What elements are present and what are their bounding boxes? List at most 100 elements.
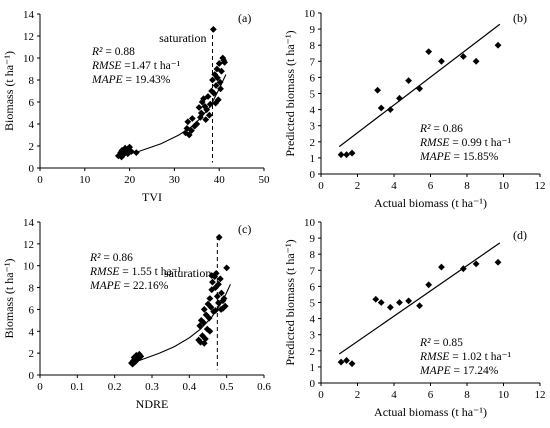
data-point: [204, 300, 212, 308]
y-tick-label: 6: [29, 97, 35, 109]
data-point: [405, 297, 412, 305]
data-point: [191, 122, 198, 130]
data-point: [438, 57, 445, 65]
data-point: [343, 357, 350, 364]
x-axis-label: Actual biomass (t ha⁻¹): [374, 405, 487, 419]
chart-panel-c: 0 0.1 0.2 0.3 0.4 0.5 0.6 0 2 4 6 8 10 12 14 NDRE Biomas…: [2, 217, 271, 411]
data-point: [118, 153, 125, 161]
stat-name: R²: [91, 46, 103, 58]
data-point: [416, 85, 423, 93]
y-tick-label: 4: [29, 326, 35, 338]
y-tick-label: 4: [310, 105, 316, 117]
data-point: [206, 295, 214, 302]
data-point: [188, 127, 195, 134]
x-tick-label: 0.5: [220, 381, 234, 393]
fit-curve: [129, 284, 231, 365]
data-point: [472, 260, 480, 268]
data-point: [212, 82, 220, 89]
y-axis-label: Biomass (t ha⁻¹): [2, 259, 16, 339]
y-tick-label: 6: [310, 281, 316, 293]
data-point: [209, 278, 216, 286]
y-tick-label: 3: [310, 121, 316, 133]
stat-line: MAPE = 19.43%: [91, 74, 171, 86]
data-point: [472, 57, 480, 65]
data-point: [206, 327, 214, 335]
y-tick-label: 8: [29, 75, 35, 87]
x-tick-label: 2: [355, 180, 361, 192]
data-point: [210, 89, 218, 97]
stat-value: = 0.99 t ha⁻¹: [449, 137, 511, 149]
data-point: [183, 125, 191, 132]
x-tick-label: 0.6: [257, 381, 271, 393]
x-axis-label: Actual biomass (t ha⁻¹): [374, 196, 487, 210]
stat-name: MAPE: [419, 151, 451, 163]
panel-label: (d): [513, 228, 527, 242]
stat-value: = 1.55 t ha⁻¹: [119, 266, 181, 278]
stat-name: RMSE: [91, 60, 121, 72]
stat-line: R² = 0.88: [91, 46, 135, 58]
y-tick-label: 8: [310, 40, 316, 52]
y-tick-label: 8: [310, 249, 316, 261]
stat-value: = 0.86: [100, 252, 133, 264]
y-tick-label: 10: [304, 217, 316, 229]
data-point: [200, 306, 208, 313]
stat-line: RMSE = 1.55 t ha⁻¹: [89, 266, 182, 278]
y-tick-label: 0: [29, 370, 35, 382]
panel-label: (c): [238, 222, 251, 236]
data-point: [200, 339, 208, 347]
y-tick-label: 14: [23, 217, 35, 229]
panel-label: (b): [513, 11, 527, 25]
data-point: [118, 147, 126, 154]
stat-line: RMSE =1.47 t ha⁻¹: [91, 60, 181, 72]
data-point: [218, 289, 225, 297]
stat-name: R²: [89, 252, 101, 264]
data-point: [337, 358, 345, 366]
y-tick-label: 6: [29, 304, 35, 316]
x-tick-label: 2: [355, 389, 361, 401]
x-tick-label: 0.2: [108, 381, 122, 393]
data-point: [213, 292, 221, 300]
saturation-annotation: saturation: [164, 266, 211, 280]
y-tick-label: 1: [310, 362, 316, 374]
stat-line: MAPE = 22.16%: [89, 280, 169, 292]
y-tick-label: 0: [310, 378, 316, 390]
stat-value: = 0.86: [430, 123, 463, 135]
data-point: [198, 98, 206, 106]
data-point: [221, 59, 228, 66]
x-axis-label: TVI: [142, 190, 162, 204]
data-point: [494, 258, 502, 266]
data-point: [209, 26, 217, 33]
data-point: [348, 149, 356, 157]
y-tick-label: 2: [310, 346, 316, 358]
data-point: [348, 360, 356, 368]
stat-name: MAPE: [89, 280, 121, 292]
data-point: [209, 76, 216, 84]
stat-line: RMSE = 0.99 t ha⁻¹: [419, 137, 512, 149]
data-point: [459, 53, 467, 60]
y-tick-label: 8: [29, 283, 35, 295]
y-tick-label: 12: [23, 31, 34, 43]
data-point: [372, 295, 380, 303]
y-tick-label: 10: [23, 53, 35, 65]
x-tick-label: 40: [214, 174, 226, 186]
data-point: [135, 350, 143, 358]
x-tick-label: 0: [37, 381, 43, 393]
y-axis-label: Predicted biomass (t ha⁻¹): [283, 30, 297, 156]
x-tick-label: 6: [428, 180, 434, 192]
y-tick-label: 7: [310, 56, 316, 68]
stat-value: = 1.02 t ha⁻¹: [449, 351, 511, 363]
data-point: [203, 106, 211, 114]
data-point: [202, 116, 210, 123]
data-point: [374, 86, 381, 94]
x-tick-label: 0.3: [145, 381, 159, 393]
y-tick-label: 2: [29, 348, 35, 360]
data-point: [214, 74, 221, 82]
data-point: [212, 99, 220, 107]
data-point: [212, 307, 219, 314]
x-tick-label: 0.1: [70, 381, 84, 393]
stat-line: MAPE = 17.24%: [419, 365, 499, 377]
x-tick-label: 6: [428, 389, 434, 401]
data-point: [216, 78, 224, 86]
y-tick-label: 5: [310, 298, 316, 310]
